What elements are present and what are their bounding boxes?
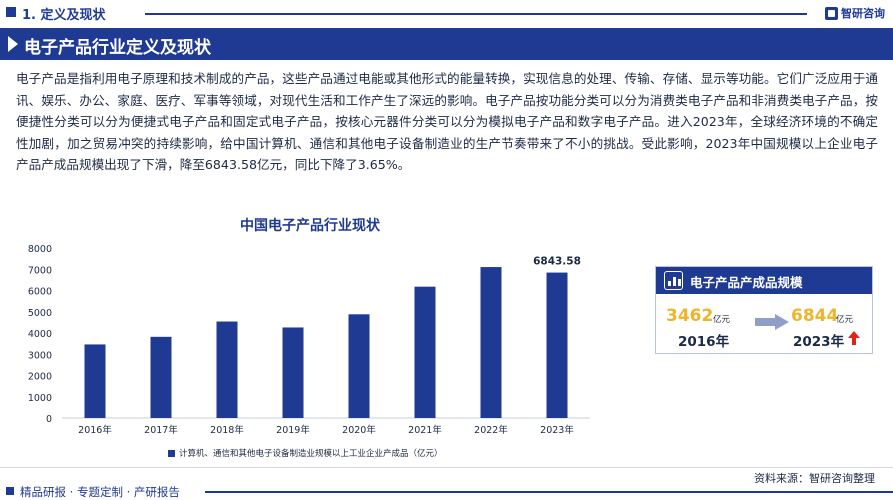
footer-tagline: 精品研报 · 专题定制 · 产研报告 bbox=[20, 485, 180, 499]
growth-arrow-icon bbox=[755, 314, 789, 330]
top-bar: 1. 定义及现状 智研咨询 bbox=[0, 0, 893, 26]
x-tick-label: 2020年 bbox=[342, 424, 376, 436]
legend-swatch bbox=[168, 449, 175, 457]
summary-card: 电子产品产成品规模 bbox=[655, 266, 873, 354]
bar bbox=[480, 267, 502, 418]
x-tick-label: 2022年 bbox=[474, 424, 508, 436]
bar bbox=[84, 344, 106, 418]
y-tick-label: 2000 bbox=[28, 372, 52, 383]
intro-paragraph: 电子产品是指利用电子原理和技术制成的产品，这些产品通过电能或其他形式的能量转换，… bbox=[16, 71, 878, 172]
end-unit: 亿元 bbox=[836, 315, 854, 325]
brand-name: 智研咨询 bbox=[841, 7, 885, 20]
bar bbox=[150, 336, 172, 418]
bar bbox=[216, 321, 238, 418]
chart-legend: 计算机、通信和其他电子设备制造业规模以上工业企业产成品（亿元） bbox=[168, 447, 443, 459]
y-tick-label: 1000 bbox=[28, 393, 52, 404]
y-tick-label: 8000 bbox=[28, 244, 52, 255]
footer-marker bbox=[6, 487, 14, 495]
bar bbox=[546, 272, 568, 418]
bar-chart-icon bbox=[664, 271, 683, 290]
bar bbox=[282, 327, 304, 418]
section-heading: 1. 定义及现状 bbox=[22, 8, 106, 23]
x-tick-label: 2021年 bbox=[408, 424, 442, 436]
footer-rule bbox=[205, 491, 893, 493]
brand-logo-icon bbox=[825, 6, 838, 20]
footer-divider bbox=[0, 467, 893, 468]
page-title: 电子产品行业定义及现状 bbox=[24, 38, 211, 58]
y-tick-label: 4000 bbox=[28, 329, 52, 340]
y-tick-label: 3000 bbox=[28, 350, 52, 361]
summary-card-header: 电子产品产成品规模 bbox=[656, 267, 872, 294]
start-value: 3462 bbox=[666, 306, 714, 326]
brand: 智研咨询 bbox=[825, 5, 885, 21]
title-band: 电子产品行业定义及现状 bbox=[0, 28, 893, 60]
section-marker bbox=[6, 7, 16, 17]
y-tick-label: 6000 bbox=[28, 287, 52, 298]
bar bbox=[414, 286, 436, 418]
end-value: 6844 bbox=[791, 306, 839, 326]
x-tick-label: 2018年 bbox=[210, 424, 244, 436]
header-rule bbox=[145, 13, 807, 15]
title-arrow-icon bbox=[8, 36, 18, 52]
x-tick-label: 2023年 bbox=[540, 424, 574, 436]
start-unit: 亿元 bbox=[713, 315, 731, 325]
x-tick-label: 2017年 bbox=[144, 424, 178, 436]
y-tick-label: 0 bbox=[46, 414, 52, 425]
up-arrow-icon bbox=[848, 331, 860, 345]
end-year: 2023年 bbox=[793, 334, 845, 350]
bar-chart: 0 1000 2000 3000 4000 5000 6000 7000 8000 2016年 20… bbox=[28, 244, 590, 436]
y-tick-label: 7000 bbox=[28, 265, 52, 276]
chart-title: 中国电子产品行业现状 bbox=[240, 218, 380, 234]
legend-label: 计算机、通信和其他电子设备制造业规模以上工业企业产成品（亿元） bbox=[179, 449, 443, 459]
summary-card-title: 电子产品产成品规模 bbox=[690, 275, 803, 290]
data-source: 资料来源：智研咨询整理 bbox=[754, 472, 875, 485]
bottom-bar: 精品研报 · 专题定制 · 产研报告 bbox=[0, 483, 893, 500]
bar bbox=[348, 314, 370, 418]
data-label: 6843.58 bbox=[533, 256, 581, 268]
x-tick-label: 2019年 bbox=[276, 424, 310, 436]
x-tick-label: 2016年 bbox=[78, 424, 112, 436]
start-year: 2016年 bbox=[678, 334, 730, 350]
y-tick-label: 5000 bbox=[28, 308, 52, 319]
